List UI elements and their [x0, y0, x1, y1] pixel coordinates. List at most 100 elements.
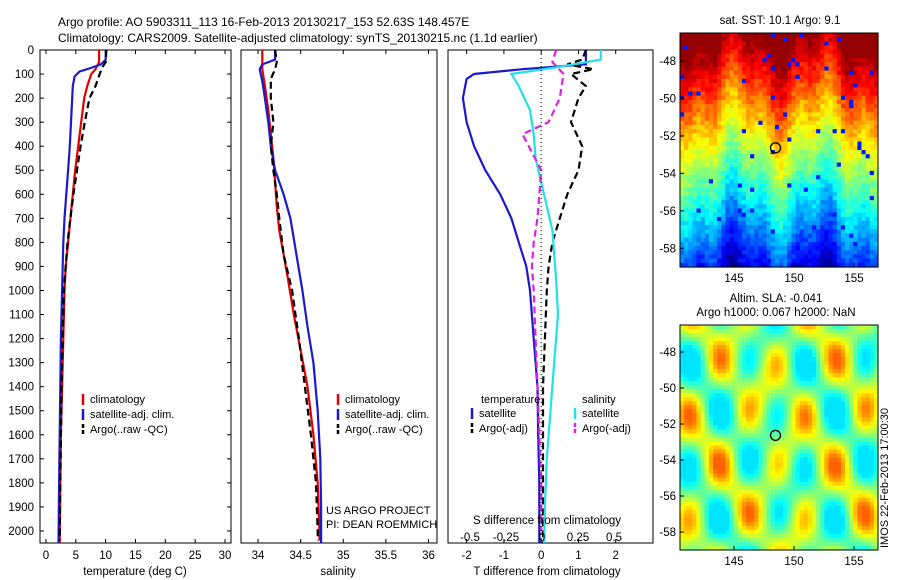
map-cell: [754, 225, 759, 230]
map-cell: [783, 489, 788, 495]
map-cell: [688, 441, 693, 447]
map-cell: [688, 421, 693, 427]
map-cell: [795, 225, 801, 230]
map-cell: [865, 349, 871, 354]
map-cell: [853, 441, 858, 447]
map-cell: [828, 413, 834, 419]
map-cell: [766, 441, 772, 447]
map-cell: [840, 145, 846, 151]
map-cell: [713, 225, 718, 230]
map-cell: [840, 425, 846, 431]
map-cell: [836, 409, 842, 414]
map-cell: [795, 329, 801, 334]
map-cell: [774, 179, 780, 185]
map-cell: [750, 441, 755, 447]
map-cell: [840, 129, 846, 134]
map-cell: [746, 385, 751, 390]
map-cell: [692, 381, 698, 386]
map-cell: [861, 349, 867, 354]
map-cell: [812, 373, 817, 378]
map-cell: [762, 246, 768, 251]
map-cell: [692, 158, 698, 164]
map-cell: [832, 345, 838, 350]
map-cell: [696, 457, 702, 463]
map-cell: [713, 357, 718, 362]
map-cell: [746, 112, 751, 118]
map-cell: [729, 33, 735, 38]
map-cell: [820, 112, 825, 118]
map-cell: [717, 179, 722, 185]
map-cell: [741, 58, 747, 63]
map-cell: [816, 200, 821, 205]
map-cell: [820, 49, 825, 55]
map-cell: [787, 141, 792, 147]
map-cell: [680, 473, 685, 479]
map-cell: [779, 108, 784, 113]
map-cell: [688, 179, 693, 185]
map-cell: [684, 357, 689, 362]
map-cell: [779, 66, 784, 72]
map-cell: [758, 162, 764, 168]
map-cell: [696, 473, 702, 479]
map-cell: [717, 91, 722, 97]
map-cell: [766, 262, 772, 268]
map-cell: [741, 200, 747, 205]
map-cell: [836, 393, 842, 398]
map-cell: [807, 477, 813, 483]
map-cell: [684, 78, 689, 84]
map-cell: [807, 349, 813, 354]
map-cell: [857, 221, 863, 226]
map-cell: [824, 241, 830, 247]
map-cell: [861, 154, 867, 159]
map-cell: [857, 87, 863, 93]
map-cell: [857, 41, 863, 47]
map-cell: [840, 381, 846, 386]
map-cell: [857, 409, 863, 414]
sla-map-title-line2: Argo h1000: 0.067 h2000: NaN: [696, 307, 855, 319]
map-cell: [704, 381, 710, 386]
map-cell: [770, 62, 776, 68]
map-cell: [762, 233, 768, 239]
map-cell: [746, 58, 751, 63]
map-cell: [704, 83, 710, 88]
map-cell: [700, 187, 706, 193]
map-cell: [770, 469, 776, 475]
map-cell: [729, 216, 735, 222]
map-cell: [733, 401, 739, 406]
map-cell: [708, 353, 714, 358]
map-cell: [812, 216, 817, 222]
map-cell: [861, 473, 867, 479]
map-cell: [737, 413, 743, 419]
map-cell: [721, 170, 726, 176]
map-cell: [873, 83, 879, 88]
map-cell: [873, 225, 879, 230]
map-cell: [741, 433, 747, 439]
map-cell: [783, 361, 788, 366]
map-cell: [750, 166, 755, 172]
map-cell: [762, 137, 768, 143]
map-cell: [750, 465, 755, 471]
map-cell: [795, 116, 801, 122]
map-cell: [696, 137, 702, 143]
map-cell: [787, 87, 792, 93]
map-cell: [750, 229, 755, 235]
map-cell: [762, 99, 768, 105]
map-cell: [799, 421, 805, 427]
map-cell: [770, 381, 776, 386]
map-cell: [680, 337, 685, 342]
map-cell: [754, 413, 759, 419]
map-cell: [845, 58, 850, 63]
map-cell: [708, 405, 714, 410]
map-cell: [795, 112, 801, 118]
map-cell: [853, 137, 858, 143]
map-cell: [684, 417, 689, 423]
map-cell: [807, 457, 813, 463]
map-cell: [873, 221, 879, 226]
map-cell: [770, 250, 776, 256]
map-cell: [708, 437, 714, 443]
map-cell: [746, 162, 751, 168]
map-cell: [857, 120, 863, 126]
map-cell: [754, 489, 759, 495]
map-cell: [812, 262, 817, 268]
map-cell: [803, 87, 809, 93]
